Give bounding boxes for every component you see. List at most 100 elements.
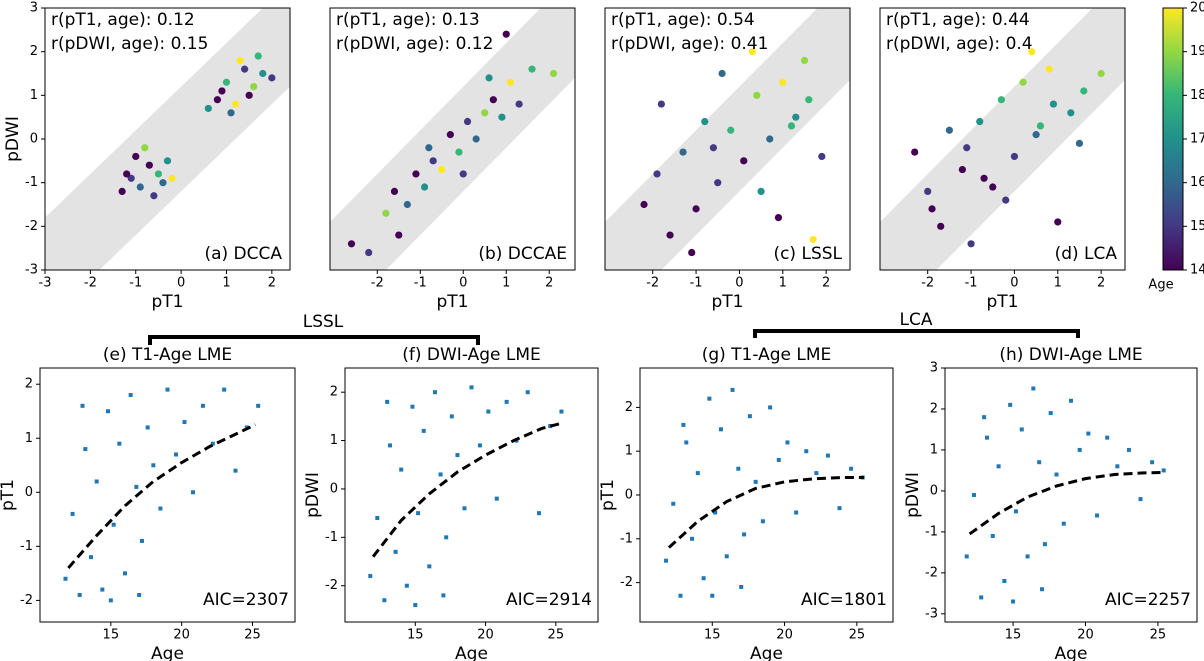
point bbox=[463, 117, 472, 126]
y-tick-label: 0 bbox=[625, 488, 633, 503]
point bbox=[1036, 122, 1045, 130]
point bbox=[382, 209, 390, 217]
point bbox=[89, 555, 93, 560]
point bbox=[191, 490, 195, 495]
x-tick-label: -1 bbox=[690, 276, 703, 291]
point bbox=[150, 192, 158, 200]
y-tick-label: 0 bbox=[330, 481, 338, 496]
x-axis-label: Age bbox=[455, 644, 488, 661]
point bbox=[425, 144, 433, 152]
point bbox=[427, 564, 432, 569]
frame bbox=[944, 367, 1198, 623]
point bbox=[1002, 579, 1007, 584]
point bbox=[385, 399, 390, 404]
y-tick-label: -2 bbox=[25, 219, 38, 234]
plot-area bbox=[63, 387, 261, 603]
x-tick-label: -2 bbox=[646, 276, 659, 291]
colorbar-tick-label: 20 bbox=[1190, 1, 1204, 16]
point bbox=[1069, 398, 1073, 403]
y-tick-label: 2 bbox=[330, 385, 338, 400]
point bbox=[982, 415, 987, 420]
point bbox=[1028, 48, 1036, 56]
point bbox=[1025, 554, 1030, 559]
point bbox=[958, 165, 966, 174]
point bbox=[787, 122, 796, 130]
point bbox=[382, 598, 387, 603]
point bbox=[760, 519, 765, 524]
fit-line bbox=[371, 422, 561, 558]
point bbox=[971, 493, 976, 497]
point bbox=[964, 554, 969, 559]
point bbox=[154, 170, 163, 178]
plot-area bbox=[880, 8, 1125, 270]
point bbox=[403, 200, 411, 209]
point bbox=[1097, 69, 1105, 78]
band bbox=[45, 8, 290, 270]
point bbox=[472, 135, 480, 143]
point bbox=[504, 399, 509, 404]
point bbox=[718, 69, 726, 78]
point bbox=[753, 91, 761, 99]
panel-label: (d) LCA bbox=[1055, 244, 1118, 264]
point bbox=[494, 496, 499, 501]
y-tick-label: 3 bbox=[930, 361, 938, 376]
point bbox=[163, 157, 172, 165]
band bbox=[605, 8, 850, 270]
point bbox=[980, 174, 988, 182]
point bbox=[678, 593, 683, 598]
y-axis-label: pT1 bbox=[0, 479, 18, 511]
x-tick-label: 25 bbox=[849, 628, 866, 643]
point bbox=[1048, 411, 1053, 416]
panel-label: (c) LSSL bbox=[773, 244, 842, 264]
aic-label: AIC=2914 bbox=[506, 590, 592, 610]
point bbox=[997, 96, 1006, 104]
plot-area bbox=[368, 385, 564, 608]
y-axis-label: pT1 bbox=[598, 479, 618, 511]
point bbox=[399, 467, 404, 472]
panel-title: (h) DWI-Age LME bbox=[999, 345, 1142, 365]
point bbox=[485, 74, 493, 82]
point bbox=[204, 104, 212, 113]
point bbox=[506, 78, 515, 86]
point bbox=[498, 113, 506, 121]
point bbox=[182, 420, 187, 425]
point bbox=[1032, 131, 1040, 139]
x-tick-label: 20 bbox=[173, 628, 190, 643]
point bbox=[805, 96, 813, 104]
point bbox=[134, 484, 139, 489]
point bbox=[141, 144, 149, 152]
stat-label: r(pDWI, age): 0.12 bbox=[336, 34, 493, 54]
point bbox=[1138, 497, 1143, 502]
y-tick-label: 2 bbox=[930, 401, 938, 416]
stat-label: r(pT1, age): 0.13 bbox=[336, 10, 480, 30]
point bbox=[168, 174, 176, 182]
point bbox=[459, 170, 467, 178]
frame bbox=[39, 367, 296, 623]
point bbox=[714, 179, 722, 187]
x-tick-label: 20 bbox=[477, 628, 494, 643]
point bbox=[740, 157, 748, 165]
point bbox=[718, 427, 723, 432]
frame bbox=[329, 7, 576, 271]
point bbox=[1067, 109, 1075, 117]
point bbox=[1013, 509, 1018, 514]
point bbox=[1040, 587, 1045, 592]
point bbox=[375, 515, 380, 520]
point bbox=[233, 468, 238, 473]
point bbox=[410, 404, 415, 409]
fit-line bbox=[968, 470, 1166, 536]
y-tick-label: 1 bbox=[330, 433, 338, 448]
point bbox=[393, 549, 398, 554]
x-tick-label: 20 bbox=[776, 628, 793, 643]
point bbox=[911, 148, 919, 156]
point bbox=[792, 113, 800, 121]
point bbox=[774, 214, 783, 222]
point bbox=[486, 409, 491, 414]
x-tick-label: 2 bbox=[1097, 276, 1105, 291]
frame bbox=[604, 7, 851, 271]
colorbar-label: Age bbox=[1148, 278, 1173, 293]
point bbox=[924, 187, 932, 195]
point bbox=[118, 187, 126, 195]
x-tick-label: -1 bbox=[414, 276, 427, 291]
point bbox=[640, 200, 648, 209]
